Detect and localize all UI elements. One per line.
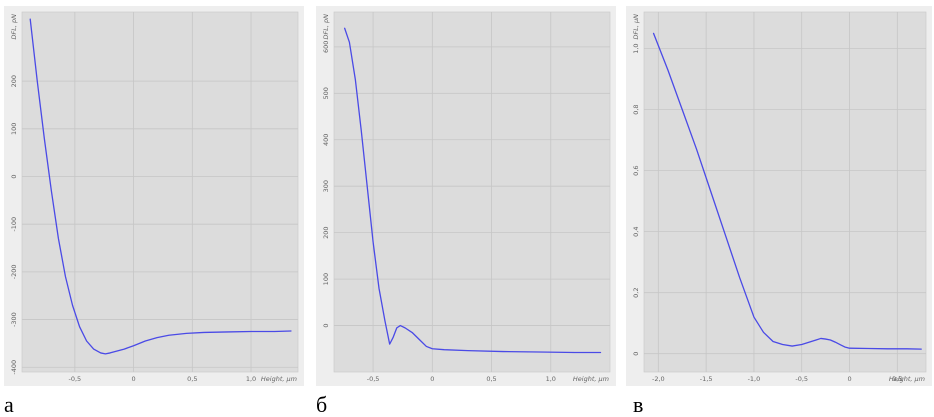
y-axis-label: DFL, µN: [632, 14, 640, 40]
x-tick-label: -1,0: [748, 375, 761, 383]
chart-panel-b: -0,5 0 0,5 1,0 0 100 200 300 400 500 600 Height, µm…: [316, 6, 616, 386]
y-tick-label: 300: [322, 180, 330, 192]
x-tick-label: -0,5: [69, 375, 82, 383]
panel-label-b: б: [316, 394, 327, 416]
y-tick-label: 0: [10, 174, 18, 178]
panel-label-v: в: [633, 394, 643, 416]
x-tick-label: -0,5: [367, 375, 380, 383]
y-tick-label: 0,6: [632, 165, 640, 175]
y-tick-label: -200: [10, 264, 18, 279]
x-tick-label: 0: [132, 375, 136, 383]
x-tick-label: 0,5: [187, 375, 197, 383]
x-tick-label: 0,5: [486, 375, 496, 383]
x-tick-label: -2,0: [652, 375, 665, 383]
y-axis-label: DFL, pN: [322, 14, 330, 40]
y-tick-label: -400: [10, 360, 18, 375]
y-tick-label: 200: [10, 75, 18, 87]
y-tick-label: 100: [322, 273, 330, 285]
x-tick-label: 0: [847, 375, 851, 383]
chart-svg: -0,5 0 0,5 1,0 -400 -300 -200 -100 0 100 200 Height…: [4, 6, 304, 386]
plot-area: [644, 12, 926, 372]
y-tick-label: 400: [322, 134, 330, 146]
chart-panel-a: -0,5 0 0,5 1,0 -400 -300 -200 -100 0 100 200 Height…: [4, 6, 304, 386]
x-tick-label: 0: [430, 375, 434, 383]
x-tick-label: -1,5: [700, 375, 713, 383]
y-tick-label: 200: [322, 226, 330, 238]
plot-area: [334, 12, 610, 372]
chart-svg: -0,5 0 0,5 1,0 0 100 200 300 400 500 600 Height, µm…: [316, 6, 616, 386]
y-tick-label: 600: [322, 41, 330, 53]
x-axis-label: Height, µm: [261, 375, 297, 383]
x-axis-label: Height, µm: [573, 375, 609, 383]
y-axis-label: DFL, pN: [10, 14, 18, 40]
y-tick-label: 0,4: [632, 226, 640, 236]
x-axis-label: Height, µm: [889, 375, 925, 383]
panel-label-a: а: [4, 394, 14, 416]
x-tick-label: -0,5: [795, 375, 808, 383]
y-tick-label: -300: [10, 312, 18, 327]
plot-area: [22, 12, 298, 372]
y-tick-label: 0: [322, 323, 330, 327]
y-tick-label: -100: [10, 217, 18, 232]
x-tick-label: 1,0: [246, 375, 256, 383]
x-tick-label: 1,0: [546, 375, 556, 383]
y-tick-label: 0,2: [632, 288, 640, 298]
y-tick-label: 500: [322, 87, 330, 99]
y-tick-label: 0: [632, 352, 640, 356]
y-tick-label: 0,8: [632, 104, 640, 114]
y-tick-label: 1,0: [632, 43, 640, 53]
y-tick-label: 100: [10, 123, 18, 135]
